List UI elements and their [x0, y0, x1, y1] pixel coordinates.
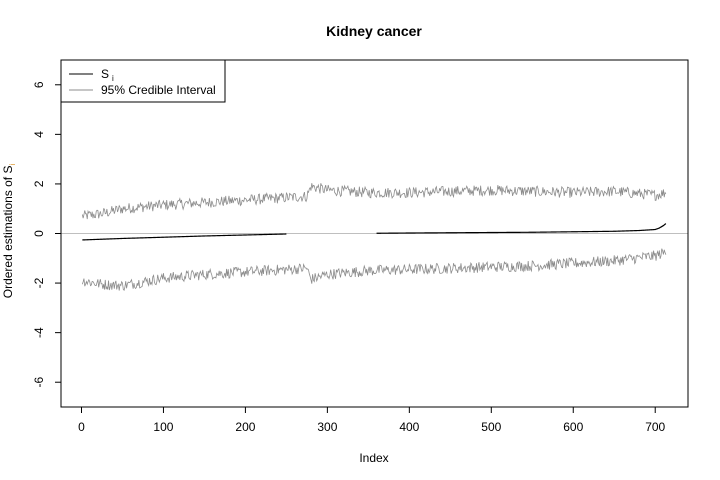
y-tick-label: -2	[32, 277, 46, 288]
x-tick-label: 200	[235, 420, 255, 434]
x-axis: 0 100 200 300 400 500 600 700	[78, 407, 666, 434]
x-axis-label: Index	[359, 451, 388, 465]
x-tick-label: 600	[563, 420, 583, 434]
estimate-line	[82, 223, 667, 241]
x-tick-label: 700	[645, 420, 665, 434]
legend-box	[60, 59, 226, 103]
y-tick-label: -6	[32, 377, 46, 388]
upper-credible-interval-line	[81, 183, 667, 220]
y-axis-label: Ordered estimations of Si	[1, 164, 17, 299]
plot-area	[60, 59, 689, 408]
x-tick-label: 300	[317, 420, 337, 434]
legend-label-subscript: i	[112, 74, 114, 83]
x-tick-label: 500	[481, 420, 501, 434]
lower-credible-interval-line	[81, 248, 667, 291]
legend-label: 95% Credible Interval	[101, 83, 216, 97]
y-axis: -6 -4 -2 0 2 4 6	[32, 81, 61, 388]
y-axis-label-group: Ordered estimations of Si	[1, 164, 17, 299]
x-tick-label: 400	[399, 420, 419, 434]
y-tick-label: 6	[32, 81, 46, 88]
y-axis-label-subscript: i	[8, 164, 17, 166]
x-tick-label: 0	[78, 420, 85, 434]
y-tick-label: 4	[32, 131, 46, 138]
y-tick-label: 2	[32, 180, 46, 187]
chart-title: Kidney cancer	[326, 23, 422, 39]
y-axis-label-main: Ordered estimations of S	[1, 166, 15, 299]
y-tick-label: -4	[32, 327, 46, 338]
x-tick-label: 100	[153, 420, 173, 434]
y-tick-label: 0	[32, 230, 46, 237]
